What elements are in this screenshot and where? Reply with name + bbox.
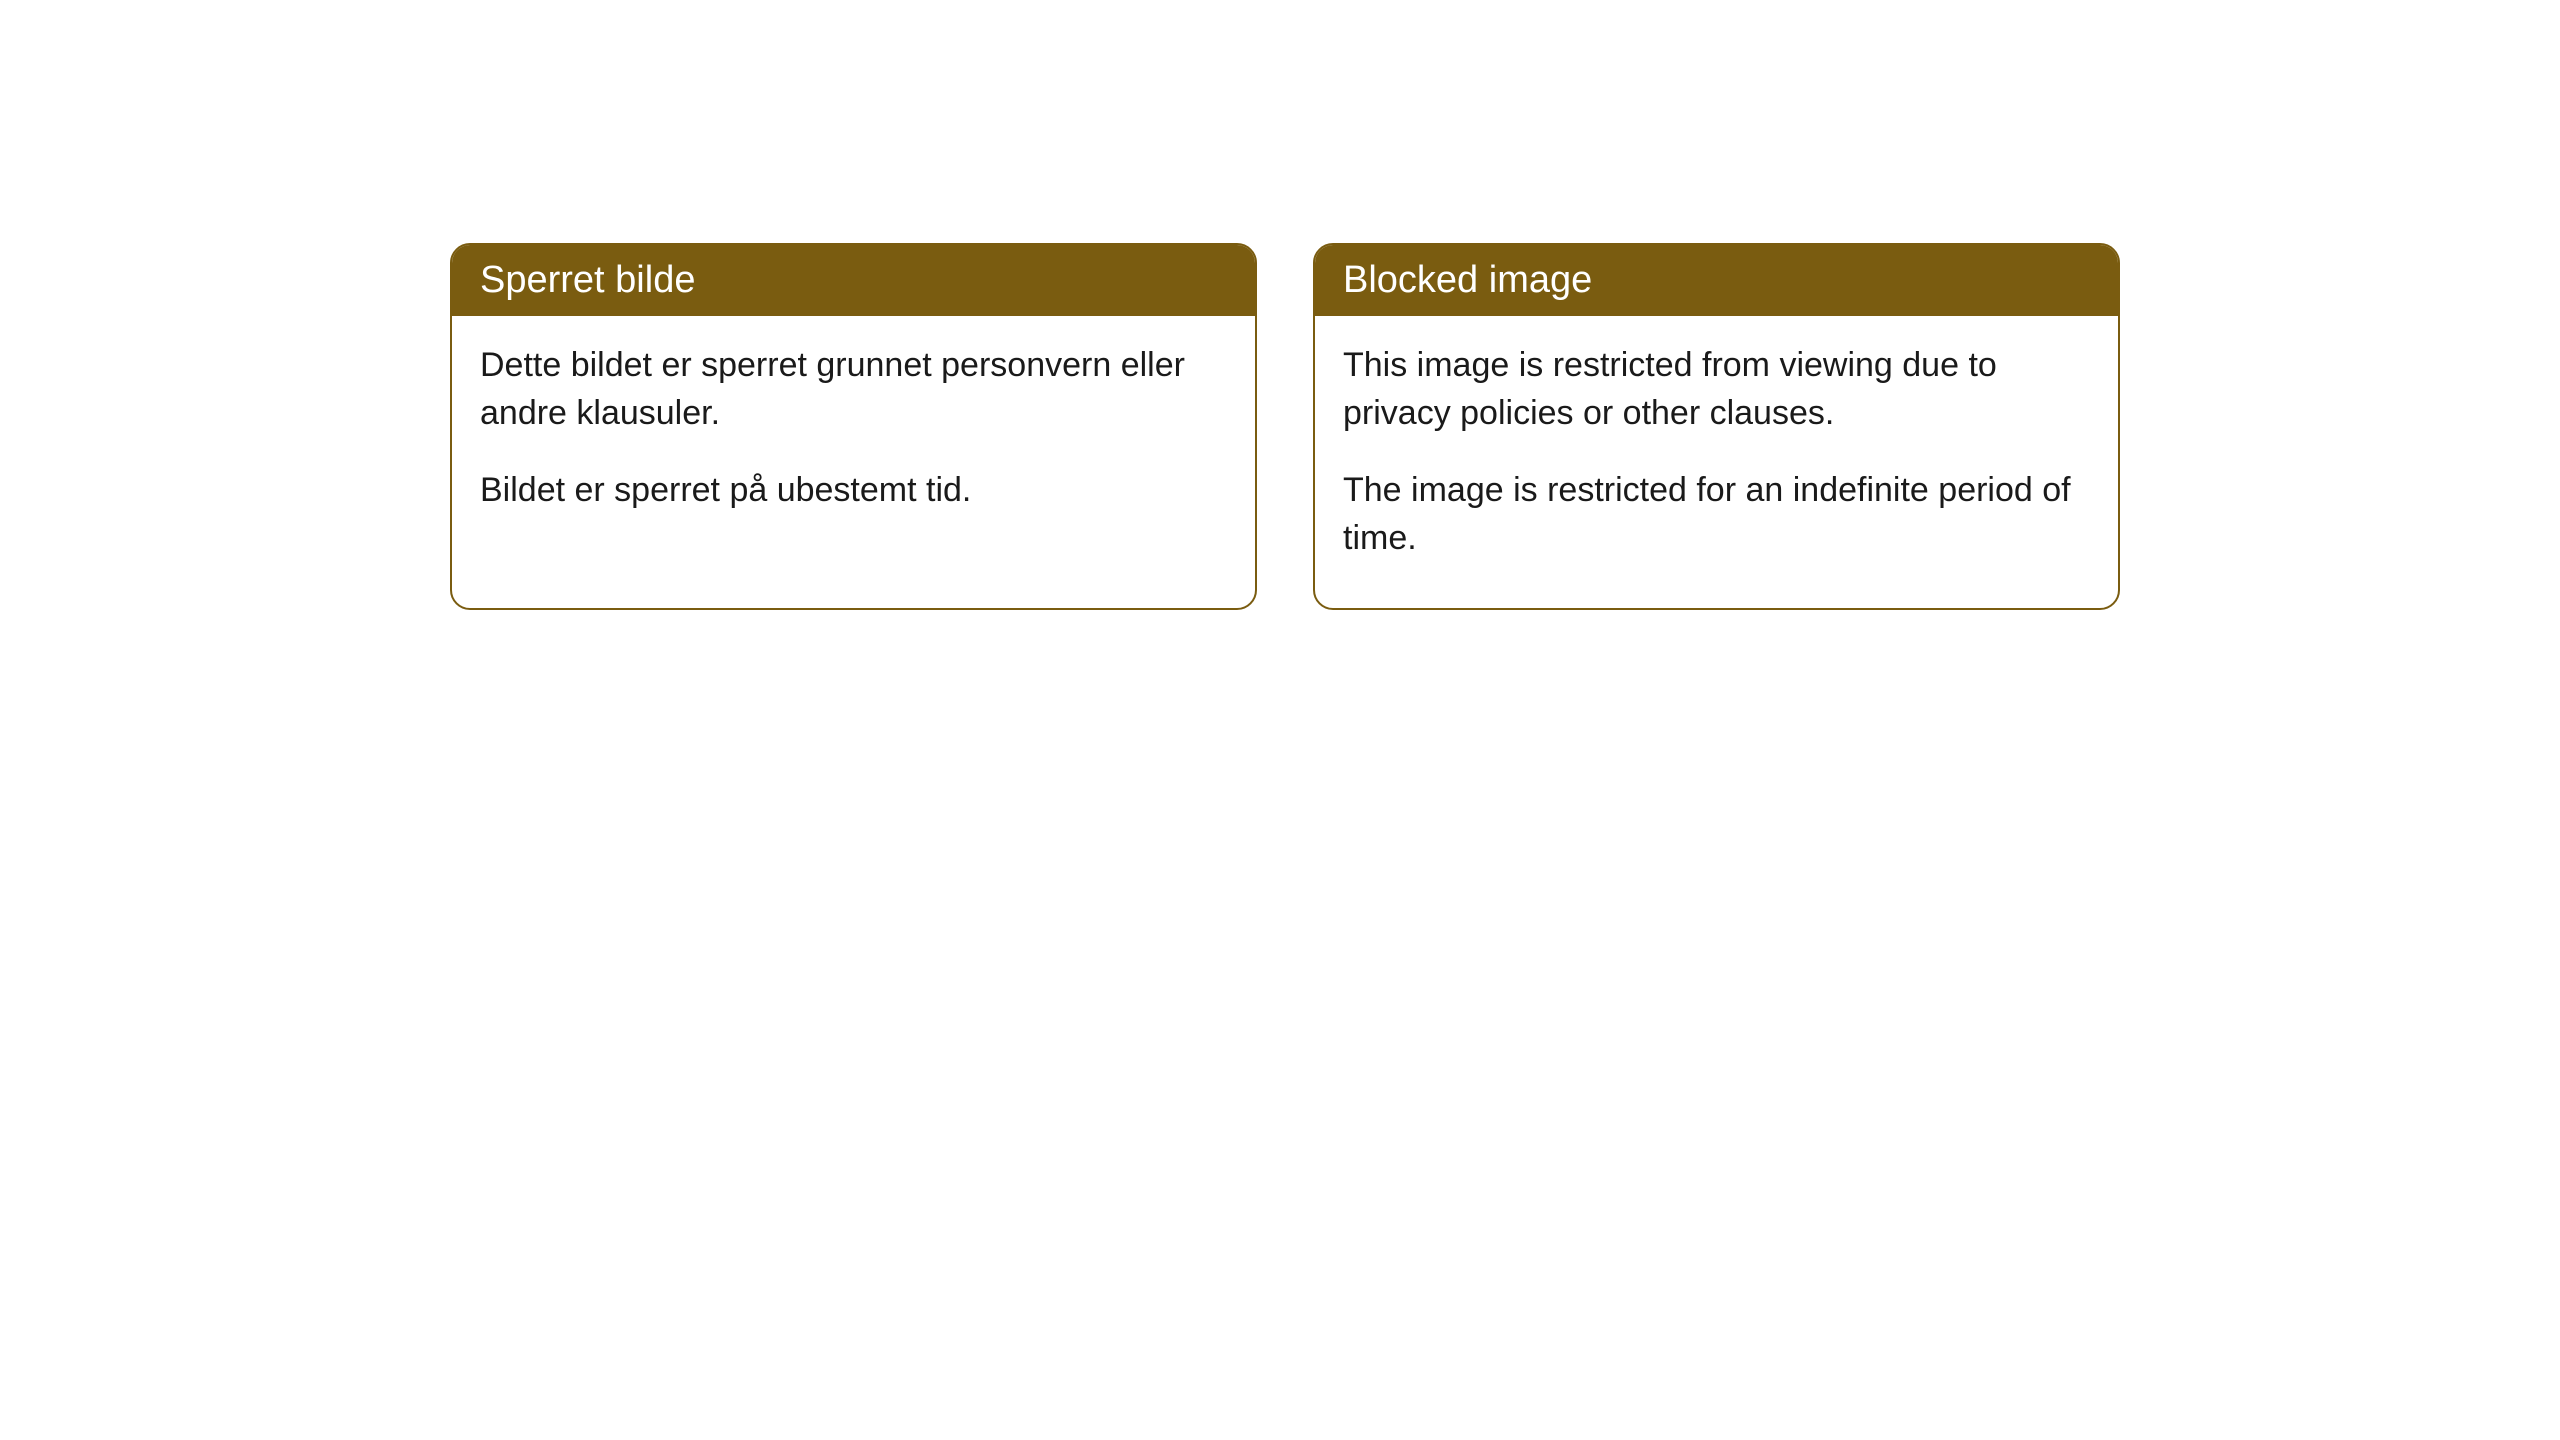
card-paragraph: Dette bildet er sperret grunnet personve… — [480, 342, 1227, 437]
card-paragraph: The image is restricted for an indefinit… — [1343, 467, 2090, 562]
blocked-image-card-english: Blocked image This image is restricted f… — [1313, 243, 2120, 610]
card-body: Dette bildet er sperret grunnet personve… — [452, 316, 1255, 561]
card-body: This image is restricted from viewing du… — [1315, 316, 2118, 608]
card-header: Blocked image — [1315, 245, 2118, 316]
cards-container: Sperret bilde Dette bildet er sperret gr… — [450, 243, 2120, 610]
blocked-image-card-norwegian: Sperret bilde Dette bildet er sperret gr… — [450, 243, 1257, 610]
card-paragraph: This image is restricted from viewing du… — [1343, 342, 2090, 437]
card-title: Sperret bilde — [480, 259, 695, 301]
card-header: Sperret bilde — [452, 245, 1255, 316]
card-paragraph: Bildet er sperret på ubestemt tid. — [480, 467, 1227, 515]
card-title: Blocked image — [1343, 259, 1592, 301]
